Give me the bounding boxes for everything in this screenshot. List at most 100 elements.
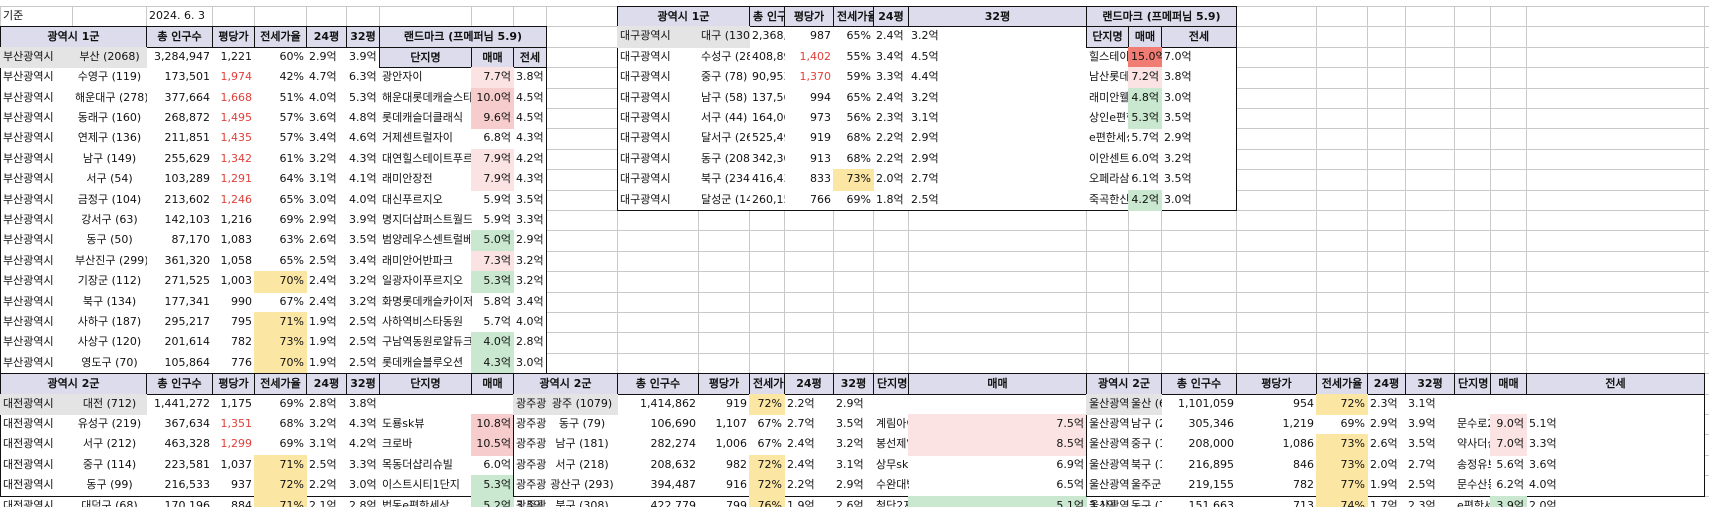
size32-cell: 2.5억 <box>1408 478 1436 492</box>
jeonse-rate-cell: 71% <box>254 454 307 477</box>
size32-cell: 3.9억 <box>349 213 377 226</box>
size32-cell: 3.8억 <box>349 396 377 410</box>
size32-cell: 4.0억 <box>349 192 377 206</box>
city-cell: 부산광역시 <box>3 335 54 349</box>
jeonse-rate-cell: 68% <box>846 131 871 145</box>
size32-header: 32평 <box>346 373 380 395</box>
buy-price-cell: 10.8억 <box>471 414 514 436</box>
price-cell: 994 <box>810 90 831 104</box>
city-cell: 부산광역시 <box>0 46 73 69</box>
grid-col-line <box>1161 6 1162 496</box>
buy-price-cell: 7.0억 <box>1490 434 1527 456</box>
price-cell: 1,219 <box>1282 417 1315 430</box>
population-cell: 142,103 <box>164 213 211 226</box>
size24-cell: 3.2억 <box>309 151 337 165</box>
jeonse-price-cell: 3.5억 <box>1164 111 1192 124</box>
size32-cell: 3.2억 <box>911 90 939 104</box>
price-cell: 1,216 <box>220 213 253 226</box>
complex-name-cell: 대연힐스테이트푸르지오 <box>382 151 472 165</box>
complex-name-cell: 광안자이 <box>382 70 423 84</box>
district-cell: 대덕구 (68) <box>81 498 138 507</box>
size24-cell: 2.2억 <box>876 131 904 145</box>
buy-price-cell: 4.0억 <box>471 332 514 354</box>
population-cell: 1,414,862 <box>640 396 696 410</box>
population-cell: 164,069 <box>752 111 785 124</box>
price-cell: 990 <box>231 294 252 308</box>
jeonse-rate-cell: 68% <box>279 417 304 430</box>
jeonse-rate-cell: 72% <box>254 475 307 497</box>
region-header: 광역시 1군 <box>617 6 750 28</box>
population-cell: 137,566 <box>752 90 785 104</box>
complex-name-cell: e편한세상두류역 <box>1089 131 1129 145</box>
size24-cell: 2.9억 <box>309 49 337 63</box>
jeonse-price-cell: 3.3억 <box>516 213 544 226</box>
price-cell: 766 <box>810 192 831 206</box>
population-cell: 255,629 <box>164 151 211 165</box>
city-cell: 울산광역시 <box>1089 478 1129 492</box>
size32-cell: 3.5억 <box>836 417 864 430</box>
complex-name-cell: 이안센트럴D <box>1089 151 1129 165</box>
city-cell: 부산광역시 <box>3 355 54 369</box>
buy-price-cell: 3.9억 <box>1490 495 1527 507</box>
size24-cell: 3.4억 <box>309 131 337 145</box>
complex-name-cell: 일광자이푸르지오 <box>382 274 463 288</box>
jeonse-rate-cell: 60% <box>279 49 304 63</box>
jeonse-rate-cell: 67% <box>757 437 782 451</box>
complex-name-cell: 죽곡한신휴플러스 <box>1089 192 1129 206</box>
size24-cell: 2.0억 <box>1370 457 1398 471</box>
city-cell: 광주광역시 <box>516 498 547 507</box>
price-cell: 919 <box>810 131 831 145</box>
buy-price-cell: 9.0억 <box>1490 414 1527 436</box>
city-cell: 대구광역시 <box>620 172 671 186</box>
jeonse-rate-cell: 73% <box>1316 434 1368 456</box>
population-header: 총 인구수 <box>749 6 785 28</box>
complex-name-cell: 법동e편한세상 <box>382 498 450 507</box>
size32-cell: 4.3억 <box>349 417 377 430</box>
city-cell: 대구광역시 <box>620 192 671 206</box>
size32-cell: 2.9억 <box>836 396 864 410</box>
jeonse-rate-cell: 67% <box>757 417 782 430</box>
jeonse-price-cell: 2.8억 <box>516 335 544 349</box>
size24-cell: 2.4억 <box>787 437 815 451</box>
size24-cell: 3.1억 <box>309 437 337 451</box>
district-cell: 해운대구 (278) <box>75 90 147 104</box>
price-cell: 913 <box>810 151 831 165</box>
grid-col-line <box>873 6 874 496</box>
district-cell: 북구 (134) <box>82 294 137 308</box>
population-cell: 106,690 <box>650 417 697 430</box>
price-cell: 795 <box>231 315 252 328</box>
size24-cell: 2.9억 <box>1370 417 1398 430</box>
buy-price-cell: 5.1억 <box>908 495 1087 507</box>
size32-cell: 2.5억 <box>349 355 377 369</box>
population-cell: 394,487 <box>650 478 697 492</box>
size24-cell: 3.3억 <box>876 70 904 84</box>
landmark-header: 랜드마크 (프메퍼님 5.9) <box>379 26 547 48</box>
jeonse-price-cell: 4.0억 <box>1529 478 1557 492</box>
buy-price-cell: 5.9억 <box>483 213 511 226</box>
size32-cell: 4.6억 <box>349 131 377 145</box>
size32-header: 32평 <box>908 6 1087 28</box>
size24-cell: 2.4억 <box>787 457 815 471</box>
grid-row-line <box>0 230 1709 232</box>
grid-row-line <box>0 332 1709 334</box>
size32-cell: 2.7억 <box>1408 457 1436 471</box>
buy-price-cell: 7.9억 <box>471 148 514 171</box>
city-cell: 대전광역시 <box>3 498 54 507</box>
population-cell: 219,155 <box>1188 478 1235 492</box>
population-header: 총 인구수 <box>146 26 213 48</box>
size24-cell: 2.4억 <box>876 90 904 104</box>
jeonse-price-cell: 7.0억 <box>1164 49 1192 63</box>
population-cell: 105,864 <box>164 355 211 369</box>
district-cell: 영도구 (70) <box>81 355 138 369</box>
size24-header: 24평 <box>873 6 909 28</box>
jeonse-price-cell: 3.5억 <box>516 498 544 507</box>
price-cell: 1,175 <box>220 396 253 410</box>
price-cell: 987 <box>810 29 831 43</box>
complex-name-cell: 목동더샵리슈빌 <box>382 457 453 471</box>
complex-name-cell: 구남역동원로얄듀크 <box>382 335 472 349</box>
price-cell: 1,495 <box>220 111 253 124</box>
jeonse-price-cell: 3.2억 <box>516 253 544 267</box>
price-cell: 782 <box>1293 478 1314 492</box>
price-cell: 1,668 <box>220 90 253 104</box>
